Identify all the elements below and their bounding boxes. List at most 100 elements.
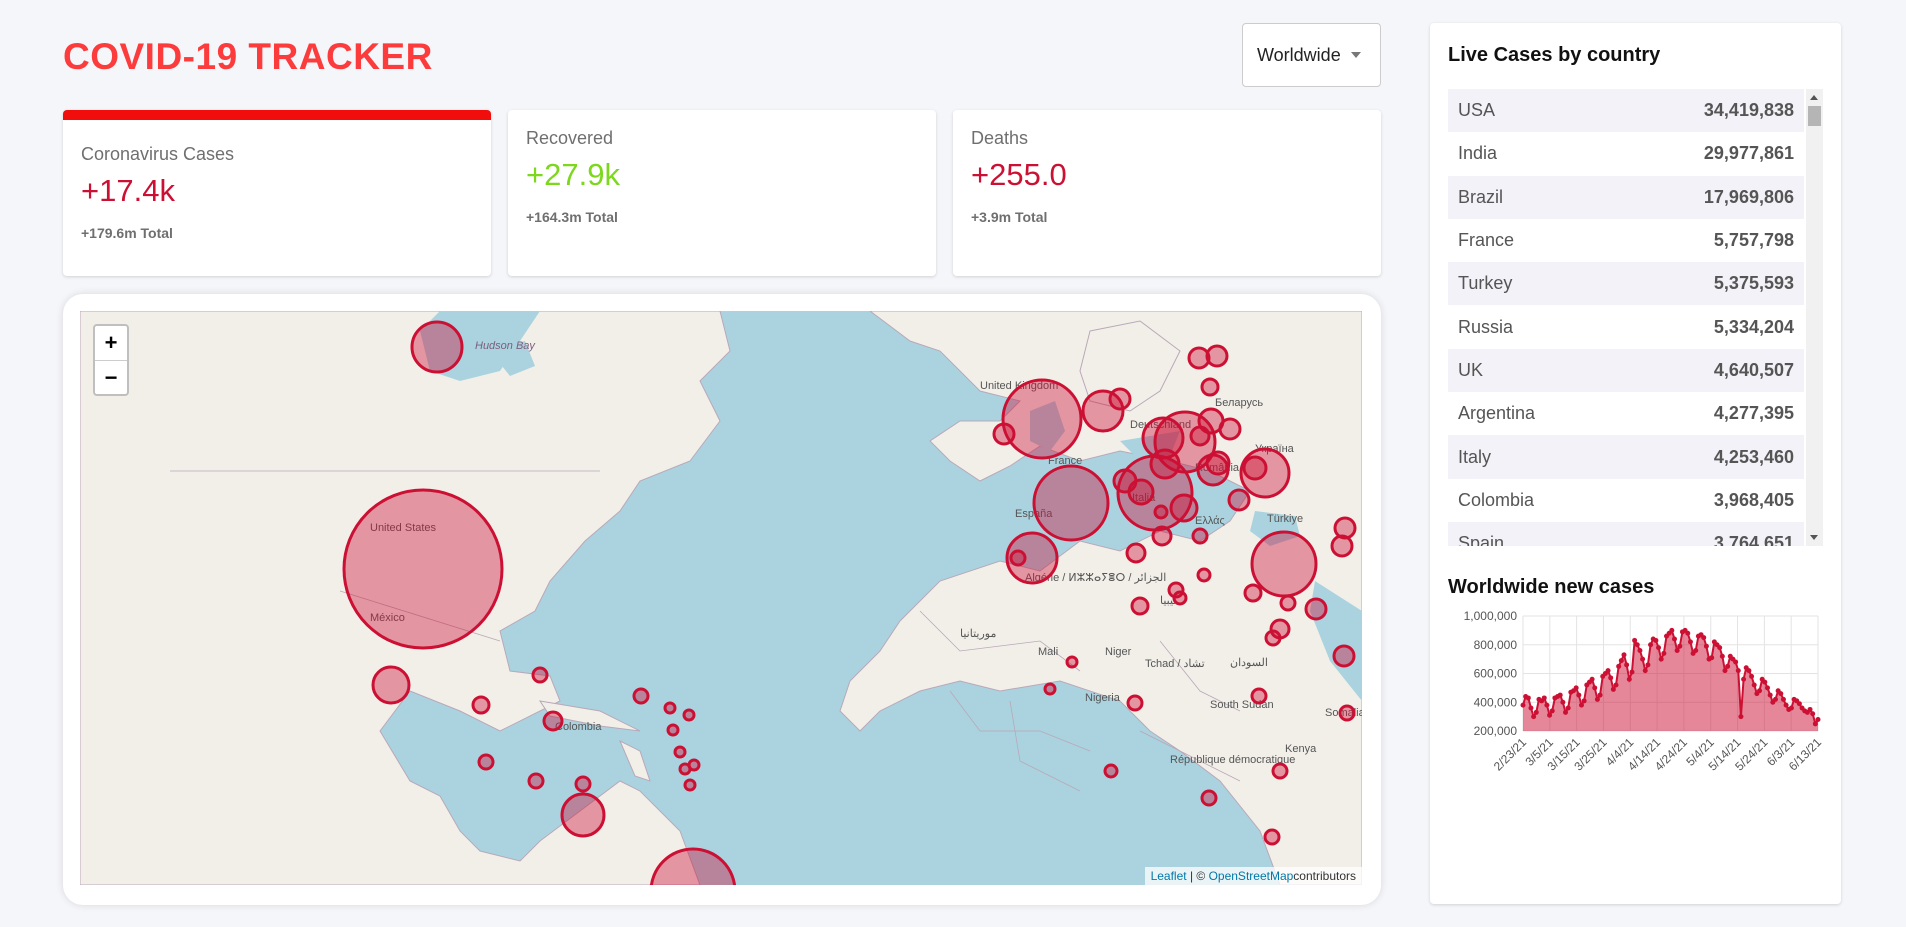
case-circle[interactable] [410,320,464,374]
case-circle[interactable] [574,775,592,793]
map-label-colombia: Colombia [555,721,602,733]
case-circle[interactable] [342,488,504,650]
case-circle[interactable] [678,762,692,776]
case-circle[interactable] [531,666,549,684]
case-circle[interactable] [1172,590,1188,606]
recovered-card-title: Recovered [526,128,614,148]
case-circle[interactable] [371,665,411,705]
chart-point [1592,685,1598,691]
case-circle[interactable] [1250,530,1318,598]
case-circle[interactable] [1149,448,1181,480]
case-circle[interactable] [1005,531,1059,585]
case-circle[interactable] [1243,583,1263,603]
scroll-thumb[interactable] [1808,106,1821,126]
case-circle[interactable] [1304,597,1328,621]
country-name: Argentina [1458,403,1536,424]
case-circle[interactable] [682,708,696,722]
case-circle[interactable] [1227,488,1251,512]
table-scrollbar[interactable] [1806,89,1823,546]
case-circle[interactable] [1032,464,1110,542]
table-row: Argentina 4,277,395 [1448,392,1804,435]
case-circle[interactable] [1125,542,1147,564]
osm-link[interactable]: OpenStreetMap [1208,869,1294,883]
case-circle[interactable] [649,847,737,885]
case-circle[interactable] [1153,504,1169,520]
case-circle[interactable] [1009,549,1027,567]
chart-point [1746,668,1752,674]
case-circle[interactable] [542,710,564,732]
case-circle[interactable] [1065,655,1079,669]
deaths-card-total: +3.9m Total [971,209,1048,225]
chart-point [1741,676,1747,682]
map-label-niger: Niger [1105,646,1132,658]
recovered-card-total: +164.3m Total [526,209,618,225]
scroll-down-icon[interactable] [1810,535,1818,540]
case-circle[interactable] [471,695,491,715]
case-circles[interactable] [342,320,1357,885]
case-circle[interactable] [1332,644,1356,668]
case-circle[interactable] [1242,455,1268,481]
country-name: France [1458,230,1515,251]
table-row: Italy 4,253,460 [1448,435,1804,479]
case-circle[interactable] [1130,596,1150,616]
country-dropdown[interactable]: Worldwide [1242,23,1381,87]
case-circle[interactable] [1205,450,1231,476]
case-circle[interactable] [673,745,687,759]
case-circle[interactable] [1191,527,1209,545]
case-circle[interactable] [992,422,1016,446]
recovered-card[interactable]: Recovered +27.9k +164.3m Total [508,110,936,276]
case-circle[interactable] [1189,425,1211,447]
case-circle[interactable] [1271,762,1289,780]
zoom-out-button[interactable]: − [95,360,127,394]
case-circle[interactable] [1218,417,1242,441]
country-table-container[interactable]: USA 34,419,838 India 29,977,861 Brazil 17,969… [1448,89,1823,546]
leaflet-link[interactable]: Leaflet [1150,869,1187,883]
chart-point [1780,696,1786,702]
map-canvas[interactable]: Hudson Bay United States México Colombia… [80,311,1362,885]
case-circle[interactable] [1112,468,1138,494]
case-circle[interactable] [560,792,606,838]
case-circle[interactable] [1043,682,1057,696]
case-circle[interactable] [477,753,495,771]
case-circle[interactable] [1108,387,1132,411]
chart-point [1693,648,1699,653]
map-label-espana: España [1015,508,1053,520]
case-circle[interactable] [1103,763,1119,779]
case-circle[interactable] [1263,828,1281,846]
case-circle[interactable] [1205,344,1229,368]
case-circle[interactable] [1200,789,1218,807]
chart-point [1783,702,1789,708]
scroll-up-icon[interactable] [1810,95,1818,100]
chart-point [1613,682,1619,688]
case-circle[interactable] [1250,687,1268,705]
case-circle[interactable] [1338,704,1356,722]
chart-point [1765,685,1771,691]
zoom-in-button[interactable]: + [104,330,118,355]
case-circle[interactable] [1279,594,1297,612]
case-circle[interactable] [666,723,680,737]
case-circle[interactable] [527,772,545,790]
chart-point [1788,705,1794,711]
chart-point [1735,668,1741,674]
case-circle[interactable] [663,701,677,715]
world-map[interactable]: Hudson Bay United States México Colombia… [80,311,1362,885]
case-circle[interactable] [1196,567,1212,583]
deaths-card[interactable]: Deaths +255.0 +3.9m Total [953,110,1381,276]
case-circle[interactable] [1264,629,1282,647]
case-circle[interactable] [1333,516,1357,540]
case-circle[interactable] [683,778,697,792]
case-circle[interactable] [1187,346,1211,370]
map-label-turkiye: Türkiye [1267,513,1303,525]
case-circle[interactable] [632,687,650,705]
cases-card[interactable]: Coronavirus Cases +17.4k +179.6m Total [63,110,491,276]
country-cases: 5,334,204 [1713,316,1794,337]
case-circle[interactable] [1001,378,1083,460]
table-row: Russia 5,334,204 [1448,305,1804,348]
chart-point [1560,699,1566,705]
case-circle[interactable] [1081,389,1125,433]
case-circle[interactable] [1126,694,1144,712]
case-circle[interactable] [1169,493,1199,523]
chart-point [1815,717,1821,722]
case-circle[interactable] [1151,525,1173,547]
case-circle[interactable] [1200,377,1220,397]
